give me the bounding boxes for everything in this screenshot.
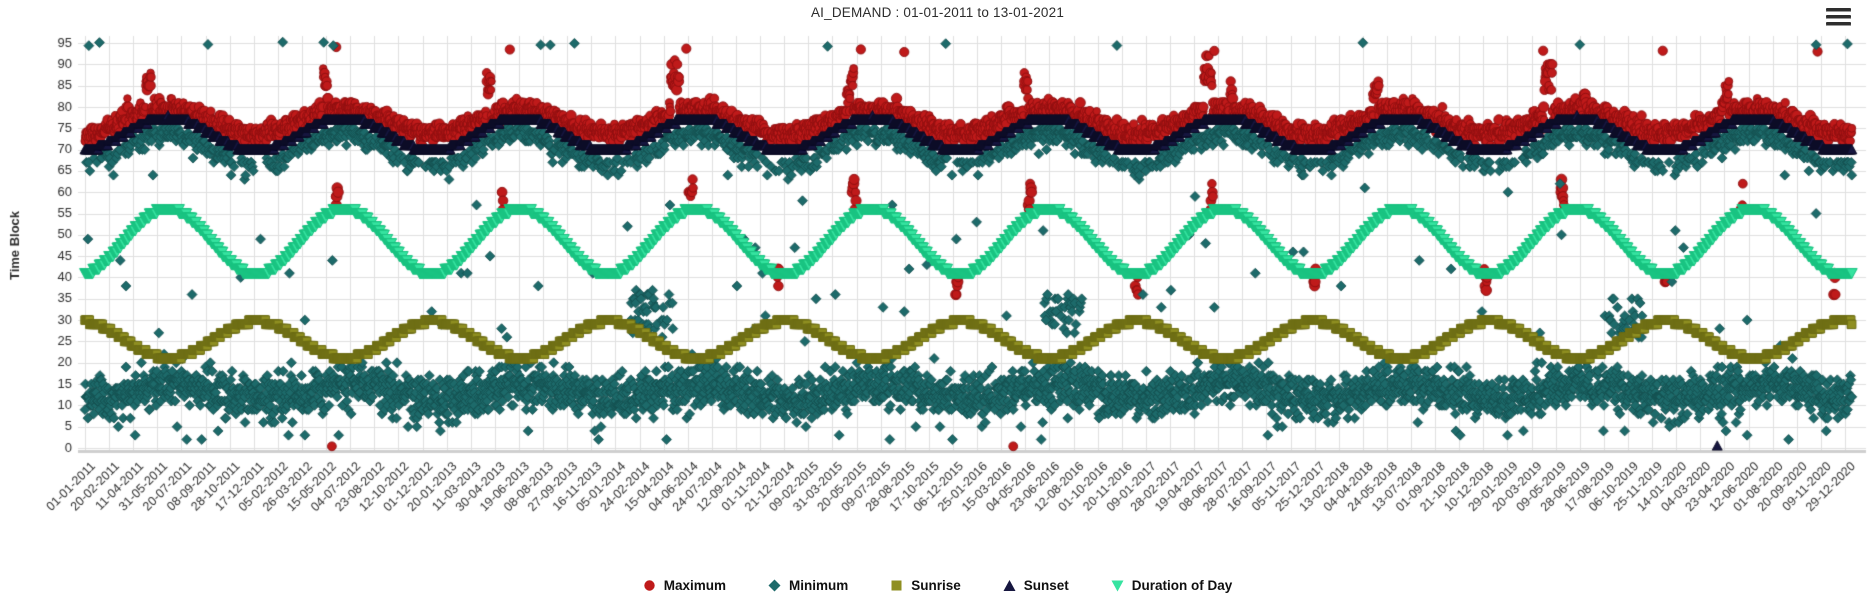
- sunrise-square-icon: [890, 579, 903, 592]
- legend-item-sunset[interactable]: Sunset: [1003, 578, 1069, 593]
- duration-of-day-triangle-down-icon: [1111, 579, 1124, 592]
- hamburger-icon: [1826, 22, 1851, 26]
- demand-chart-canvas[interactable]: [0, 0, 1875, 560]
- legend-label: Duration of Day: [1131, 578, 1233, 593]
- legend-item-maximum[interactable]: Maximum: [643, 578, 726, 593]
- legend-item-sunrise[interactable]: Sunrise: [890, 578, 961, 593]
- legend-label: Minimum: [788, 578, 849, 593]
- legend-item-duration-of-day[interactable]: Duration of Day: [1111, 578, 1233, 593]
- sunset-triangle-up-icon: [1003, 579, 1016, 592]
- hamburger-icon: [1826, 15, 1851, 19]
- chart-legend: Maximum Minimum Sunrise Sunset Duration of D…: [0, 578, 1875, 593]
- export-menu-button[interactable]: [1826, 8, 1851, 26]
- minimum-diamond-icon: [768, 579, 781, 592]
- legend-label: Maximum: [663, 578, 726, 593]
- legend-item-minimum[interactable]: Minimum: [768, 578, 848, 593]
- legend-label: Sunrise: [911, 578, 961, 593]
- chart-title: AI_DEMAND : 01-01-2011 to 13-01-2021: [810, 5, 1065, 20]
- hamburger-icon: [1826, 8, 1851, 12]
- legend-label: Sunset: [1023, 578, 1069, 593]
- maximum-circle-icon: [643, 579, 656, 592]
